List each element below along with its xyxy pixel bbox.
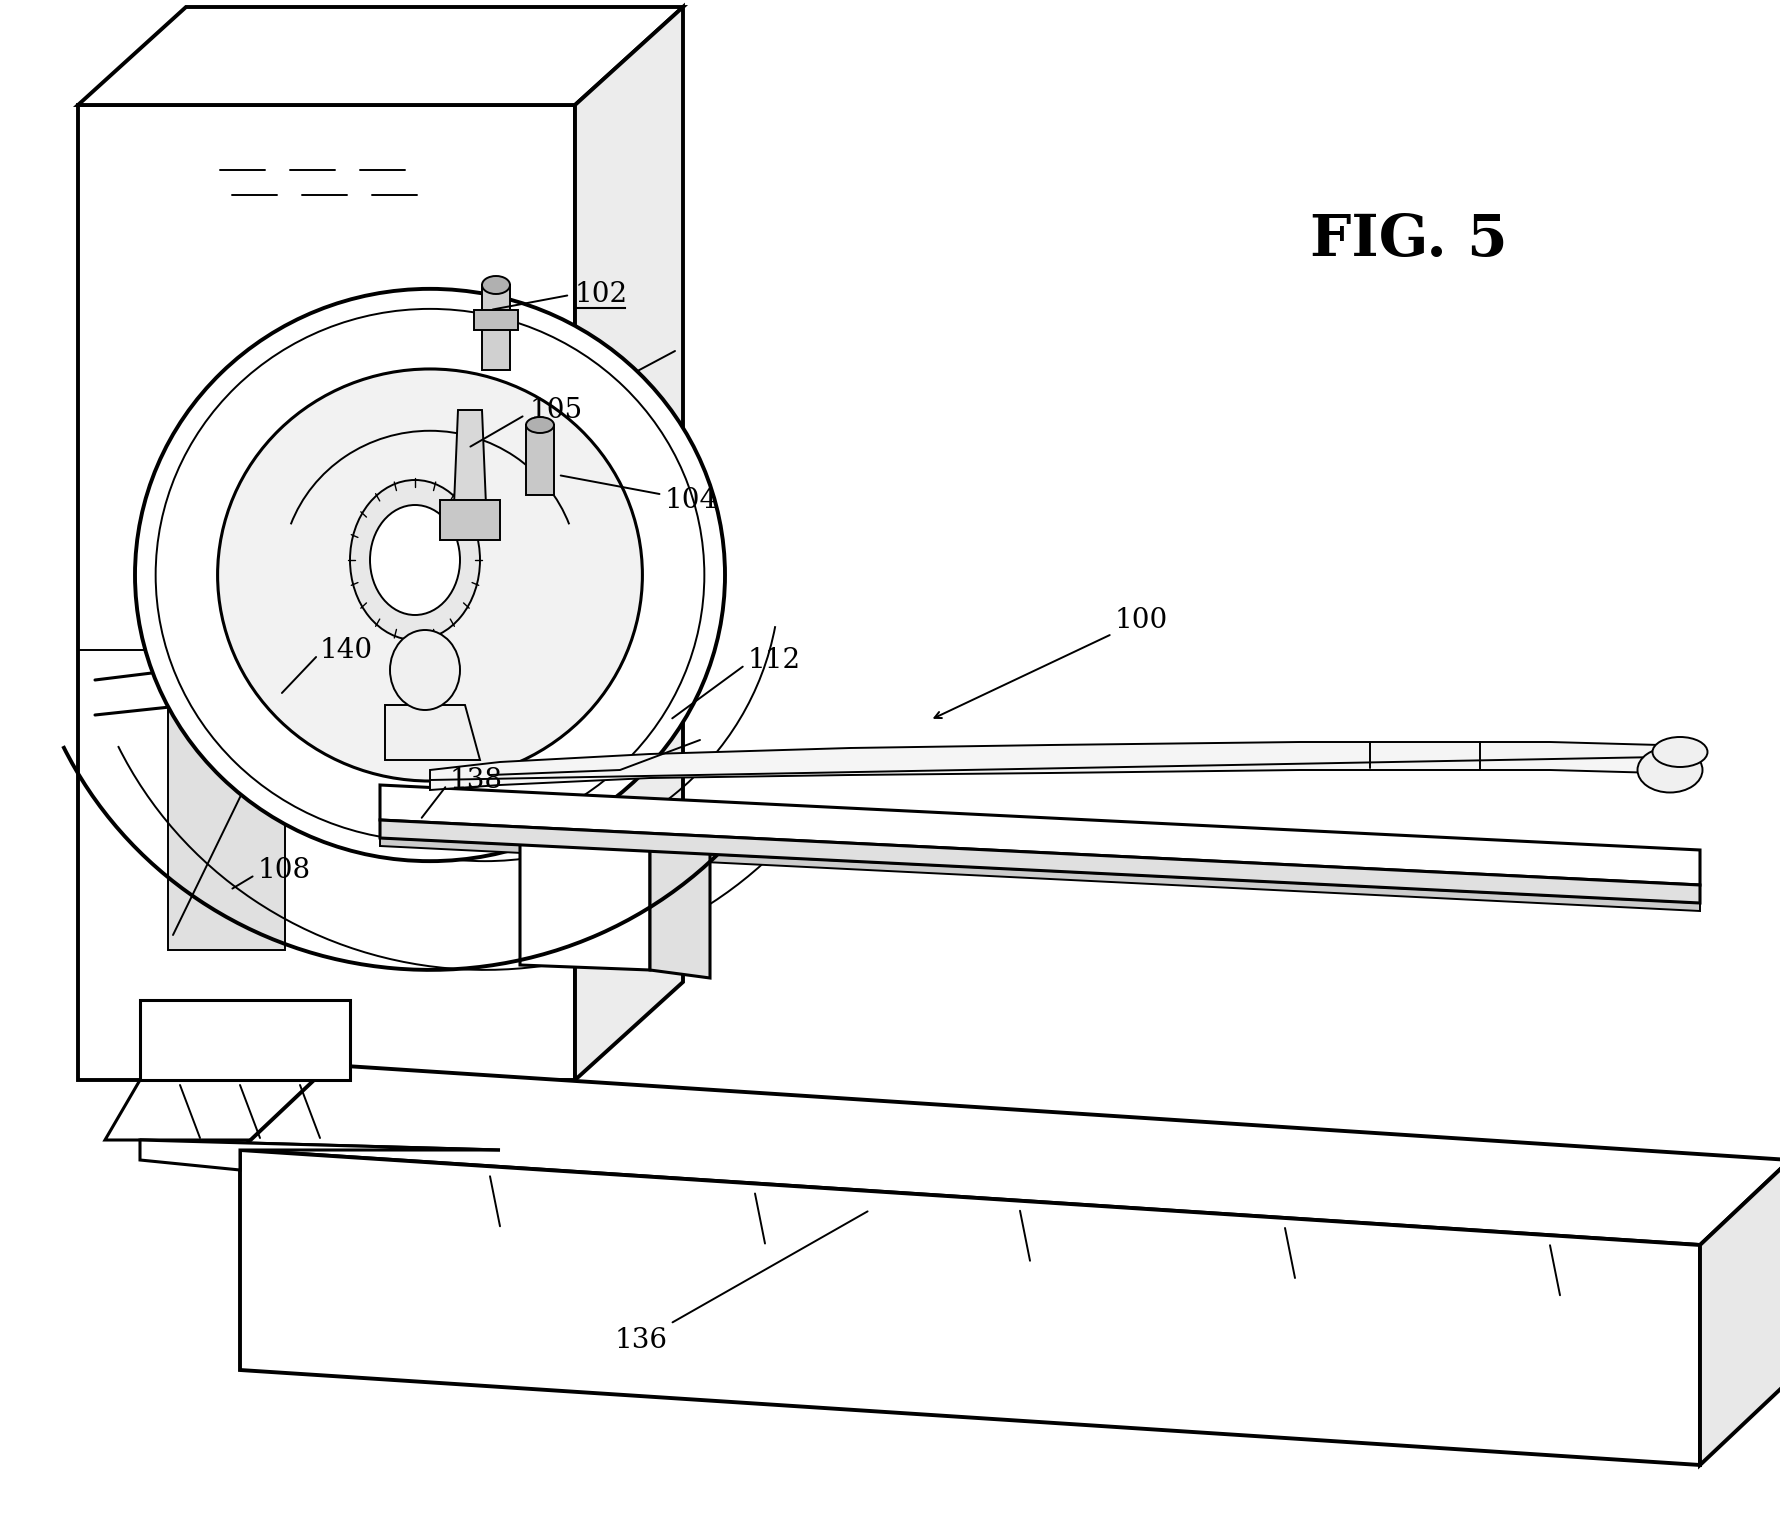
Polygon shape [1700,1160,1780,1466]
Ellipse shape [370,506,459,615]
Polygon shape [379,839,1700,911]
Ellipse shape [135,289,724,861]
Polygon shape [384,706,481,760]
Polygon shape [379,821,1700,902]
Polygon shape [440,500,500,540]
Polygon shape [650,828,710,978]
Polygon shape [240,1064,1780,1245]
Ellipse shape [351,480,481,640]
Text: FIG. 5: FIG. 5 [1310,212,1508,268]
Polygon shape [141,1001,351,1079]
Text: 102: 102 [575,282,628,309]
Polygon shape [379,784,1700,886]
Ellipse shape [482,276,509,294]
Polygon shape [167,699,285,949]
Text: 112: 112 [748,646,801,674]
Ellipse shape [390,630,459,710]
Polygon shape [240,1151,1700,1466]
Polygon shape [473,310,518,330]
Polygon shape [482,285,509,369]
Polygon shape [575,8,682,1079]
Polygon shape [78,8,682,104]
Ellipse shape [217,369,643,781]
Text: 100: 100 [934,607,1168,718]
Text: 104: 104 [561,475,717,513]
Text: 136: 136 [614,1211,867,1354]
Polygon shape [429,742,1700,790]
Ellipse shape [525,416,554,433]
Text: 105: 105 [530,397,582,424]
Polygon shape [105,1079,379,1140]
Polygon shape [454,410,486,506]
Text: 138: 138 [450,766,502,793]
Text: 108: 108 [258,857,311,884]
Polygon shape [520,821,650,970]
Polygon shape [141,1140,500,1170]
Text: 140: 140 [320,636,374,663]
Ellipse shape [1636,748,1702,792]
Polygon shape [525,425,554,495]
Polygon shape [141,1140,500,1151]
Ellipse shape [1652,737,1707,768]
Ellipse shape [155,309,703,842]
Polygon shape [78,104,575,1079]
